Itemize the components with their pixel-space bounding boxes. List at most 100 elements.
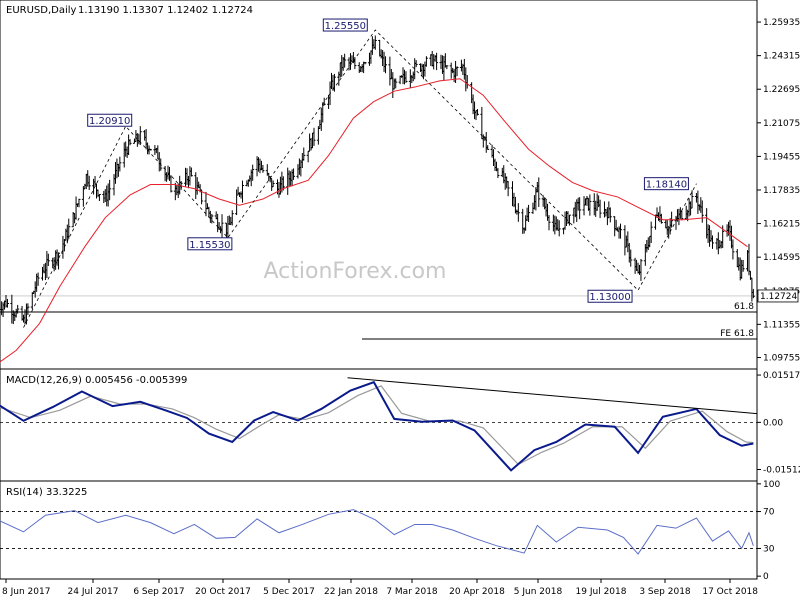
ohlc-bar xyxy=(619,223,623,239)
swing-label: 1.15530 xyxy=(189,240,230,251)
ohlc-bar xyxy=(343,53,347,68)
price-y-tick-label: 1.25935 xyxy=(763,18,800,28)
swing-label-box xyxy=(187,237,233,251)
macd-line xyxy=(0,380,754,472)
ohlc-bar xyxy=(36,272,40,286)
ohlc-bar xyxy=(5,298,9,308)
ohlc-bar xyxy=(700,200,704,223)
rsi-y-tick-label: 100 xyxy=(763,480,780,490)
ohlc-bar xyxy=(404,71,408,83)
ohlc-bar xyxy=(588,194,592,216)
macd-y-tick-label: 0.00 xyxy=(763,418,783,428)
ohlc-bar xyxy=(394,78,398,89)
ohlc-bar xyxy=(128,139,132,146)
macd-panel xyxy=(0,377,758,472)
ohlc-bar xyxy=(240,180,244,203)
ohlc-bar xyxy=(281,176,285,191)
ohlc-bar xyxy=(557,220,561,237)
ohlc-bar xyxy=(690,190,694,209)
ohlc-bar xyxy=(271,180,275,188)
ohlc-bar xyxy=(486,145,490,150)
last-price-label: 1.12724 xyxy=(760,292,797,302)
ohlc-bar xyxy=(251,164,255,181)
ohlc-bar xyxy=(527,204,531,222)
chart-header-ohlc: 1.13190 1.13307 1.12402 1.12724 xyxy=(78,5,253,16)
ohlc-bar xyxy=(598,199,602,219)
price-y-tick-label: 1.16215 xyxy=(763,220,800,230)
swing-label-box xyxy=(587,289,633,303)
last-price-box xyxy=(757,289,799,303)
price-y-tick-label: 1.21075 xyxy=(763,119,800,129)
ohlc-bar xyxy=(680,210,684,221)
ohlc-bar xyxy=(77,198,81,208)
ohlc-bar xyxy=(741,259,745,272)
ohlc-bar xyxy=(261,164,265,173)
ohlc-bar xyxy=(629,249,633,267)
price-y-tick-label: 1.22695 xyxy=(763,85,800,95)
x-tick-label: 24 Jul 2017 xyxy=(68,587,119,597)
ohlc-bar xyxy=(751,288,755,299)
x-tick-label: 8 Jun 2017 xyxy=(2,587,50,597)
x-tick-label: 20 Oct 2017 xyxy=(195,587,251,597)
swing-label-box xyxy=(322,18,368,32)
macd-trendline xyxy=(347,377,758,415)
macd-y-tick-label: 0.015178 xyxy=(763,371,800,381)
macd-label: MACD(12,26,9) 0.005456 -0.005399 xyxy=(6,375,187,386)
ohlc-bar xyxy=(149,148,153,151)
ohlc-bar xyxy=(57,252,61,270)
x-tick-label: 20 Apr 2018 xyxy=(449,587,505,597)
ohlc-bar xyxy=(608,207,612,223)
x-tick-label: 19 Jul 2018 xyxy=(576,587,627,597)
ohlc-bar xyxy=(578,197,582,220)
ohlc-bar xyxy=(87,175,91,191)
price-y-tick-label: 1.17835 xyxy=(763,186,800,196)
price-y-tick-label: 1.14595 xyxy=(763,253,800,263)
price-y-tick-label: 1.11355 xyxy=(763,320,800,330)
ohlc-bar xyxy=(322,97,326,106)
ohlc-bar xyxy=(363,61,367,65)
swing-label: 1.25550 xyxy=(325,21,366,32)
x-tick-label: 7 Mar 2018 xyxy=(386,587,438,597)
level-label: 61.8 xyxy=(734,302,754,312)
ohlc-bar xyxy=(67,218,71,239)
ohlc-bar xyxy=(118,156,122,172)
ohlc-bar xyxy=(302,147,306,161)
ohlc-bar xyxy=(649,221,653,244)
price-y-tick-label: 1.19455 xyxy=(763,152,800,162)
rsi-y-tick-label: 70 xyxy=(763,508,775,518)
price-panel: 61.8 FE 61.8 1.20910 1.15530 1.25550 1.13000 1… xyxy=(0,18,757,363)
ohlc-bar xyxy=(384,56,388,74)
ohlc-bar xyxy=(210,213,214,224)
swing-dashed-line xyxy=(23,29,697,328)
price-y-tick-label: 1.24315 xyxy=(763,52,800,62)
ohlc-bar xyxy=(16,304,20,314)
rsi-y-tick-label: 0 xyxy=(763,572,769,582)
ohlc-bar xyxy=(169,175,173,193)
ohlc-bar xyxy=(292,168,296,180)
ohlc-bar xyxy=(537,177,541,207)
price-y-tick-label: 1.09755 xyxy=(763,354,800,364)
ohlc-bar xyxy=(639,258,643,281)
ohlc-bar xyxy=(455,66,459,77)
ohlc-bar xyxy=(26,303,30,315)
swing-label-box xyxy=(87,113,133,127)
x-tick-label: 22 Jan 2018 xyxy=(324,587,378,597)
ohlc-bar xyxy=(108,179,112,201)
swing-label-box xyxy=(643,177,689,191)
ohlc-bar xyxy=(516,203,520,222)
rsi-y-tick-label: 30 xyxy=(763,544,775,554)
ohlc-bar xyxy=(475,109,479,116)
ohlc-bar xyxy=(97,193,101,202)
chart-header-symbol: EURUSD,Daily xyxy=(6,5,77,16)
watermark: ActionForex.com xyxy=(264,259,447,284)
ohlc-bar xyxy=(220,214,224,238)
ohlc-bar xyxy=(445,65,449,70)
ohlc-bar xyxy=(547,215,551,231)
x-tick-label: 3 Sep 2018 xyxy=(639,587,691,597)
ohlc-bar xyxy=(710,235,714,249)
axes: 1.097551.113551.129751.145951.162151.178… xyxy=(2,18,800,597)
swing-label: 1.18140 xyxy=(646,180,687,191)
ohlc-bar xyxy=(424,56,428,67)
